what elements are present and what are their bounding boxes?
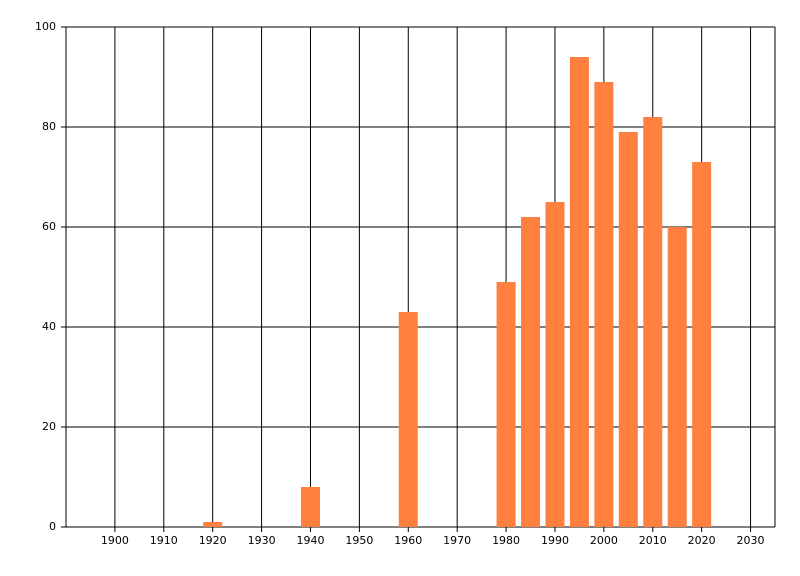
bar (618, 132, 638, 527)
x-tick-label: 2010 (639, 534, 667, 547)
y-tick-label: 80 (42, 120, 56, 133)
bar (300, 487, 320, 527)
bar (643, 117, 663, 527)
y-tick-label: 20 (42, 420, 56, 433)
y-tick-label: 40 (42, 320, 56, 333)
x-tick-label: 2000 (590, 534, 618, 547)
x-tick-label: 1920 (199, 534, 227, 547)
bar (398, 312, 418, 527)
bar (667, 227, 687, 527)
y-tick-label: 0 (49, 520, 56, 533)
y-tick-label: 100 (35, 20, 56, 33)
x-tick-label: 1960 (394, 534, 422, 547)
y-tick-label: 60 (42, 220, 56, 233)
x-tick-label: 1930 (248, 534, 276, 547)
bar (594, 82, 614, 527)
x-tick-label: 2020 (688, 534, 716, 547)
x-tick-label: 1900 (101, 534, 129, 547)
x-tick-label: 1940 (296, 534, 324, 547)
bar (692, 162, 712, 527)
bar (521, 217, 541, 527)
bar (545, 202, 565, 527)
x-tick-label: 2030 (737, 534, 765, 547)
x-tick-label: 1950 (345, 534, 373, 547)
bar (569, 57, 589, 527)
x-tick-label: 1990 (541, 534, 569, 547)
bar (203, 522, 223, 527)
x-tick-label: 1970 (443, 534, 471, 547)
x-tick-label: 1980 (492, 534, 520, 547)
bar (496, 282, 516, 527)
x-tick-label: 1910 (150, 534, 178, 547)
